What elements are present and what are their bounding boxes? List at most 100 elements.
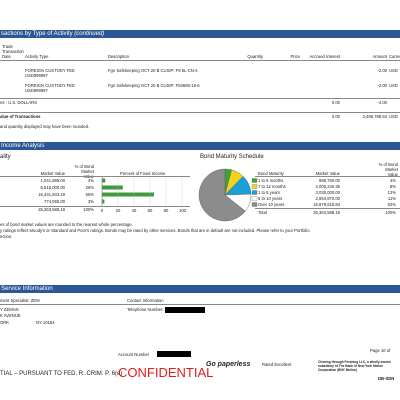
- redaction: [165, 307, 205, 313]
- text: 65%: [85, 192, 94, 197]
- col-header: Quantity: [247, 54, 263, 59]
- col-header: Amount: [372, 54, 387, 59]
- rule: [0, 304, 400, 305]
- legend-swatch: [251, 196, 258, 201]
- tick-label: 100: [179, 208, 186, 213]
- col-header: Description: [108, 54, 129, 59]
- text: 6,516,000.00: [40, 185, 65, 190]
- rule: [255, 208, 400, 209]
- text: 3,030,000.00: [315, 190, 340, 195]
- page-number: Page 10 of: [370, 348, 391, 353]
- col-header: Market Value: [315, 171, 340, 176]
- award: Rated Excellent: [262, 362, 292, 367]
- section-bar: Income Analysis: [0, 142, 400, 150]
- text: 4%: [87, 178, 94, 183]
- col-header: Transaction: [2, 49, 24, 54]
- text: -4.00: [377, 100, 387, 105]
- text: 26%: [85, 185, 94, 190]
- text: USD: [389, 83, 398, 88]
- col-header: Price: [290, 54, 300, 59]
- text: 3%: [87, 199, 94, 204]
- pie-slice: [224, 169, 244, 196]
- col-header: Accrued Interest: [309, 54, 341, 59]
- note: and quantity displayed may have been rou…: [0, 124, 90, 129]
- text: USD: [389, 114, 398, 119]
- rule: [0, 176, 190, 177]
- bar: [102, 178, 106, 183]
- text: USD999997: [25, 88, 48, 93]
- text: -2.00: [377, 68, 387, 73]
- text: Contact Information: [127, 298, 164, 303]
- total-label: alue of Transactions: [0, 114, 41, 119]
- footnote: ection.: [0, 234, 13, 239]
- rule: [0, 98, 400, 99]
- text: 1 to 5 years: [258, 190, 280, 195]
- section-title: Income Analysis: [1, 143, 45, 149]
- clearing-note: Clearing through Pershing LLC, a wholly …: [318, 360, 391, 372]
- tick-label: 60: [147, 208, 153, 213]
- col-header: Bond Maturity: [258, 171, 284, 176]
- doc-code: DB-SDN: [378, 376, 395, 381]
- col-header: Market Value: [40, 171, 65, 176]
- legend-swatch: [251, 178, 258, 183]
- col-header: Percent of Fixed Income: [120, 171, 166, 176]
- text: 16,431,843.19: [38, 192, 65, 197]
- text: -2.00: [377, 83, 387, 88]
- logo: Go paperless: [206, 361, 251, 368]
- text: Y ZEMAN: [0, 307, 19, 312]
- section-bar: Service Information: [0, 285, 400, 293]
- text: 25,363,588.19: [313, 210, 340, 215]
- text: 6 to 10 years: [258, 196, 283, 201]
- rule: [0, 206, 190, 207]
- text: 2,000,240.35: [315, 184, 340, 189]
- tick-label: 80: [163, 208, 169, 213]
- legend-swatch: [251, 202, 258, 207]
- pie-slice: [224, 193, 252, 212]
- text: 1,041,885.00: [40, 178, 65, 183]
- text: Account Number: [118, 352, 150, 357]
- text: Fgn Safekeeping OCT 20 B CUSIP: F63669-1…: [108, 83, 200, 88]
- redaction: [157, 351, 191, 357]
- text: 7 to 12 months: [258, 184, 286, 189]
- bar: [102, 185, 123, 190]
- text: ORK: [0, 320, 10, 325]
- text: 25,363,588.19: [38, 207, 65, 212]
- section-title: Service Information: [1, 286, 53, 292]
- text: 11%: [387, 196, 396, 201]
- section-bar: sactions by Type of Activity (continued): [0, 30, 400, 38]
- pie-slice: [224, 176, 252, 196]
- text: 2,854,870.00: [315, 196, 340, 201]
- text: FOREIGN CUSTODY FEE: [25, 68, 75, 73]
- text: 998,750.00: [319, 178, 340, 183]
- pie-slice: [198, 168, 246, 222]
- text: Over 10 years: [258, 202, 285, 207]
- text: 3,496,788.64: [362, 114, 387, 119]
- footnote: es of bond market values are rounded to …: [0, 222, 133, 227]
- text: 0.00: [331, 114, 340, 119]
- subtitle: ality: [0, 154, 11, 160]
- tick-label: 20: [115, 208, 121, 213]
- text: Fgn Safekeeping OCT 20 B CUSIP: F9 5L-CN…: [108, 68, 198, 73]
- stamp: CONFIDENTIAL: [118, 365, 214, 380]
- text: FOREIGN CUSTODY FEE: [25, 83, 75, 88]
- text: 8%: [389, 184, 396, 189]
- tick-label: 0: [100, 208, 104, 213]
- text: 63%: [387, 202, 396, 207]
- col-header: % of Bond Market Value: [378, 162, 398, 177]
- text: 15,879,616.84: [313, 202, 340, 207]
- text: 12%: [387, 190, 396, 195]
- title-text: sactions by Type of Activity: [1, 31, 73, 37]
- text: 0.00: [331, 100, 340, 105]
- text: USD999997: [25, 73, 48, 78]
- rule: [0, 60, 400, 61]
- bar: [102, 192, 154, 197]
- text: ment Specialist: ZEM: [0, 298, 40, 303]
- pie-slice: [224, 168, 232, 196]
- footnote: y ratings reflect Moody's or Standard an…: [0, 228, 310, 233]
- section-title: sactions by Type of Activity (continued): [1, 30, 104, 38]
- text: 1 to 6 months: [258, 178, 284, 183]
- text: Telephone Number:: [127, 307, 164, 312]
- title-suffix: (continued): [74, 31, 105, 37]
- text: 100%: [385, 210, 396, 215]
